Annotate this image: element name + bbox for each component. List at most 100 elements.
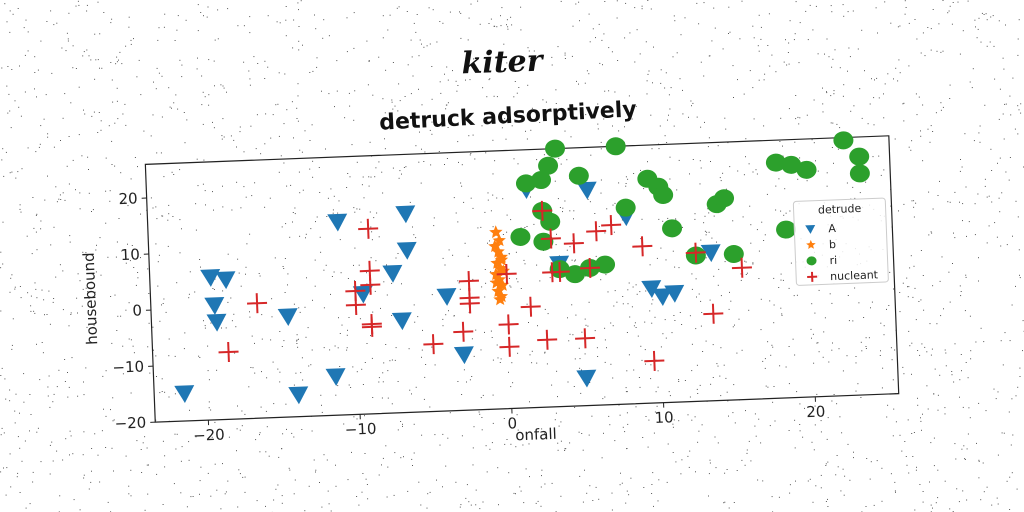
chart-title: detruck adsorptively [379, 97, 638, 135]
noise-dot [654, 316, 656, 318]
noise-dot [539, 280, 541, 282]
noise-dot [707, 146, 709, 148]
noise-dot [524, 263, 526, 265]
noise-dot [607, 291, 609, 293]
noise-dot [510, 386, 512, 388]
noise-dot [895, 67, 897, 69]
noise-dot [309, 72, 311, 73]
noise-dot [56, 201, 58, 203]
noise-dot [391, 315, 393, 316]
noise-dot [601, 39, 603, 41]
noise-dot [436, 479, 437, 481]
noise-dot [368, 176, 370, 178]
plus-v [508, 336, 511, 357]
noise-dot [368, 185, 370, 187]
noise-dot [395, 347, 397, 349]
noise-dot [799, 157, 801, 159]
noise-dot [37, 427, 39, 429]
noise-dot [734, 324, 735, 326]
noise-dot [589, 201, 591, 203]
noise-dot [19, 208, 21, 210]
noise-dot [752, 25, 754, 27]
noise-dot [629, 32, 631, 34]
plus-v [468, 293, 472, 314]
noise-dot [9, 291, 11, 293]
noise-dot [366, 40, 368, 42]
noise-dot [719, 375, 721, 377]
noise-dot [785, 212, 787, 214]
noise-dot [602, 64, 603, 66]
noise-dot [929, 481, 930, 483]
noise-dot [836, 455, 838, 456]
noise-dot [150, 135, 152, 137]
noise-dot [530, 196, 531, 198]
noise-dot [536, 362, 538, 364]
noise-dot [485, 152, 487, 154]
noise-dot [444, 73, 445, 75]
noise-dot [629, 316, 631, 318]
noise-dot [764, 358, 766, 360]
noise-dot [472, 207, 474, 209]
noise-dot [195, 436, 197, 438]
noise-dot [749, 70, 751, 72]
noise-dot [132, 345, 134, 347]
noise-dot [729, 31, 731, 33]
noise-dot [321, 90, 322, 92]
noise-dot [842, 95, 844, 97]
noise-dot [10, 127, 12, 129]
plus-v [583, 328, 587, 349]
noise-dot [986, 196, 988, 198]
noise-dot [55, 186, 57, 188]
noise-dot [243, 61, 245, 63]
noise-dot [9, 389, 11, 391]
noise-dot [131, 245, 133, 246]
noise-dot [758, 278, 760, 279]
noise-dot [540, 505, 542, 507]
noise-dot [374, 176, 376, 178]
noise-dot [125, 124, 127, 126]
noise-dot [371, 239, 373, 241]
noise-dot [122, 113, 124, 115]
noise-dot [830, 5, 832, 7]
noise-dot [447, 102, 449, 104]
noise-dot [272, 114, 274, 116]
noise-dot [519, 486, 521, 488]
data-point [361, 316, 382, 337]
noise-dot [301, 151, 303, 153]
noise-dot [502, 234, 504, 235]
noise-dot [846, 182, 848, 184]
plus-v [540, 200, 544, 221]
noise-dot [387, 29, 389, 31]
noise-dot [573, 386, 575, 387]
noise-dot [70, 314, 72, 315]
noise-dot [197, 30, 199, 32]
noise-dot [492, 194, 494, 196]
noise-dot [938, 23, 940, 25]
noise-dot [697, 441, 699, 443]
noise-dot [728, 415, 729, 417]
noise-dot [473, 426, 475, 428]
noise-dot [349, 176, 351, 178]
noise-dot [650, 114, 652, 116]
plus-v [652, 350, 656, 371]
noise-dot [959, 396, 960, 398]
noise-dot [689, 396, 691, 398]
noise-dot [939, 280, 941, 282]
noise-dot [883, 325, 885, 327]
noise-dot [33, 227, 35, 229]
noise-dot [750, 242, 752, 244]
noise-dot [298, 49, 300, 51]
noise-dot [336, 60, 338, 62]
noise-dot [612, 377, 614, 379]
noise-dot [113, 419, 115, 421]
noise-dot [97, 454, 99, 456]
noise-dot [983, 14, 985, 15]
noise-dot [461, 164, 463, 166]
noise-dot [596, 347, 598, 349]
noise-dot [673, 125, 675, 127]
noise-dot [0, 471, 2, 473]
noise-dot [857, 48, 859, 50]
noise-dot [348, 384, 350, 386]
noise-dot [58, 198, 60, 200]
